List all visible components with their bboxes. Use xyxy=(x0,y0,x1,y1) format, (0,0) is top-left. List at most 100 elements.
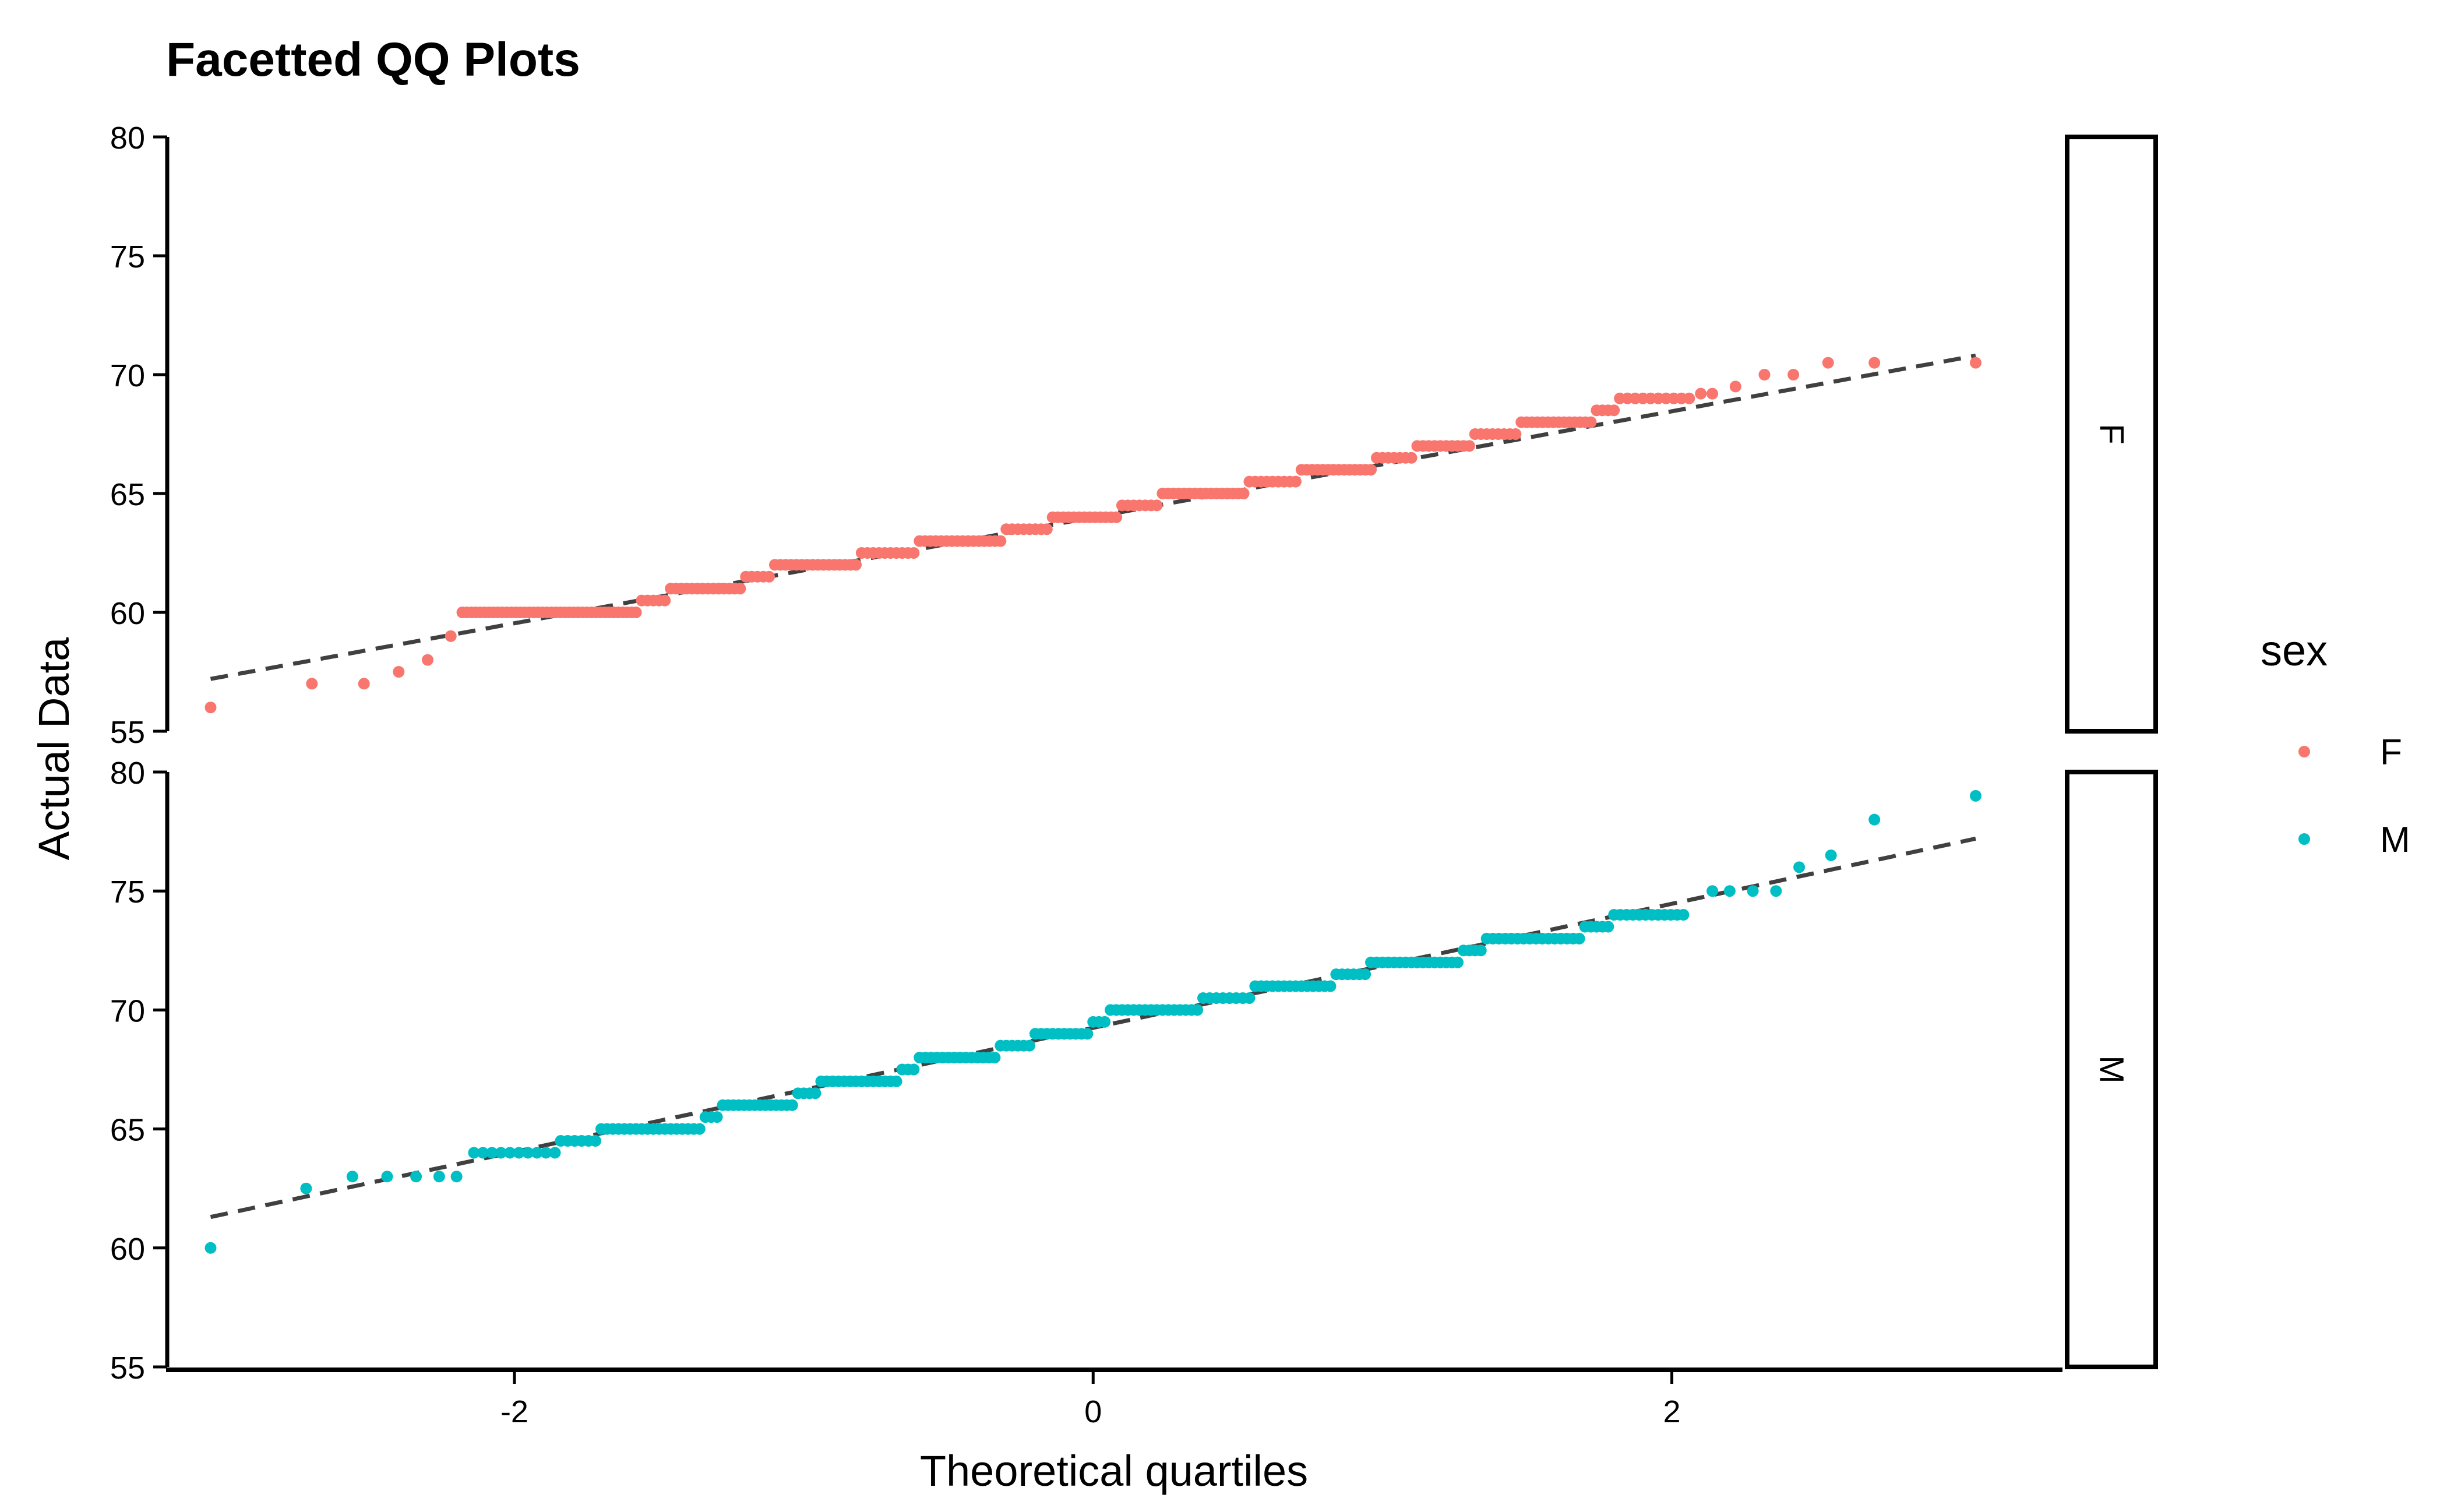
x-tick-label: 0 xyxy=(1084,1394,1102,1429)
legend-entries: FM xyxy=(2298,732,2410,860)
data-point xyxy=(531,1147,543,1159)
chart-title: Facetted QQ Plots xyxy=(166,33,580,86)
data-point xyxy=(513,1147,525,1159)
data-point xyxy=(1023,1039,1035,1052)
data-point xyxy=(995,535,1007,547)
data-point xyxy=(786,1099,798,1111)
data-point xyxy=(1602,921,1614,933)
data-point xyxy=(1405,452,1418,464)
data-point xyxy=(989,1052,1001,1064)
data-point xyxy=(1868,813,1881,826)
data-point xyxy=(630,607,642,618)
y-tick-label: 80 xyxy=(110,121,145,156)
data-point xyxy=(1787,369,1800,380)
data-point xyxy=(1151,499,1163,512)
x-axis-title: Theoretical quartiles xyxy=(920,1447,1308,1495)
y-tick-label: 65 xyxy=(110,1113,145,1148)
data-point xyxy=(763,570,775,583)
data-point xyxy=(504,1147,516,1159)
legend: sex FM xyxy=(2261,626,2410,860)
data-point xyxy=(421,654,433,666)
data-point xyxy=(1041,523,1053,535)
data-point xyxy=(809,1087,821,1099)
data-point xyxy=(1510,428,1522,440)
facet-strip xyxy=(2065,770,2158,1369)
data-point xyxy=(1793,861,1806,873)
x-tick-label: -2 xyxy=(500,1394,528,1429)
data-point xyxy=(549,1147,561,1159)
data-point xyxy=(1770,885,1782,897)
data-point xyxy=(1585,416,1597,428)
y-tick-label: 70 xyxy=(110,993,145,1028)
data-point xyxy=(477,1147,489,1159)
data-point xyxy=(204,1242,217,1254)
data-point xyxy=(358,678,370,690)
data-point xyxy=(1243,992,1256,1004)
facet-strip-label: M xyxy=(2093,1055,2131,1083)
data-point xyxy=(1677,909,1690,921)
data-point xyxy=(1747,885,1759,897)
data-point xyxy=(908,1063,920,1076)
data-point xyxy=(1970,357,1982,369)
data-point xyxy=(1110,511,1122,523)
y-tick-label: 55 xyxy=(110,715,145,750)
y-tick-label: 80 xyxy=(110,756,145,791)
x-tick-label: 2 xyxy=(1663,1394,1681,1429)
data-point xyxy=(908,547,920,559)
data-point xyxy=(1191,1004,1204,1016)
data-point xyxy=(1729,380,1741,393)
data-point xyxy=(346,1171,358,1183)
data-point xyxy=(1825,849,1837,861)
y-tick-label: 75 xyxy=(110,239,145,274)
legend-label-M: M xyxy=(2380,820,2410,860)
data-point xyxy=(433,1171,445,1183)
data-point xyxy=(1695,387,1707,400)
data-point xyxy=(1868,357,1881,369)
y-axis-title: Actual Data xyxy=(30,637,78,860)
data-point xyxy=(1758,369,1771,380)
data-point xyxy=(1452,956,1464,968)
y-tick-label: 55 xyxy=(110,1351,145,1386)
y-tick-label: 65 xyxy=(110,477,145,512)
facet-panel-M: 55 60 65 70 75 80 M xyxy=(110,756,2158,1386)
facet-strip xyxy=(2065,135,2158,734)
data-point xyxy=(468,1147,480,1159)
data-point xyxy=(300,1182,312,1194)
data-point xyxy=(590,1135,602,1147)
data-point xyxy=(450,1171,463,1183)
facet-panel-F: 55 60 65 70 75 80 F xyxy=(110,121,2158,750)
y-tick-label: 60 xyxy=(110,1232,145,1267)
data-point xyxy=(1683,392,1695,404)
data-point xyxy=(890,1075,902,1087)
data-point xyxy=(1099,1016,1111,1028)
data-point xyxy=(540,1147,552,1159)
data-point xyxy=(693,1123,706,1135)
reference-line xyxy=(210,836,1976,1220)
data-point xyxy=(445,630,457,642)
data-point xyxy=(1359,968,1371,981)
data-point xyxy=(1475,944,1487,957)
data-point xyxy=(1289,475,1302,488)
data-point xyxy=(1324,980,1337,992)
data-point xyxy=(486,1147,498,1159)
data-point xyxy=(1081,1028,1094,1040)
y-tick-label: 70 xyxy=(110,358,145,393)
data-point xyxy=(1463,440,1475,452)
data-point xyxy=(1365,464,1377,476)
data-point xyxy=(1970,790,1982,802)
data-point xyxy=(1237,488,1250,499)
data-point xyxy=(1706,387,1719,400)
legend-label-F: F xyxy=(2380,732,2402,773)
data-point xyxy=(711,1111,723,1123)
data-point xyxy=(204,702,217,714)
data-point xyxy=(659,594,671,607)
data-point xyxy=(1573,932,1585,944)
data-point xyxy=(522,1147,534,1159)
y-tick-label: 60 xyxy=(110,596,145,631)
data-point xyxy=(306,678,318,690)
facet-panels: 55 60 65 70 75 80 F 55 60 65 70 75 80 M -2 0 2 xyxy=(110,121,2158,1429)
data-point xyxy=(495,1147,507,1159)
data-point xyxy=(381,1171,393,1183)
data-point xyxy=(393,666,405,678)
